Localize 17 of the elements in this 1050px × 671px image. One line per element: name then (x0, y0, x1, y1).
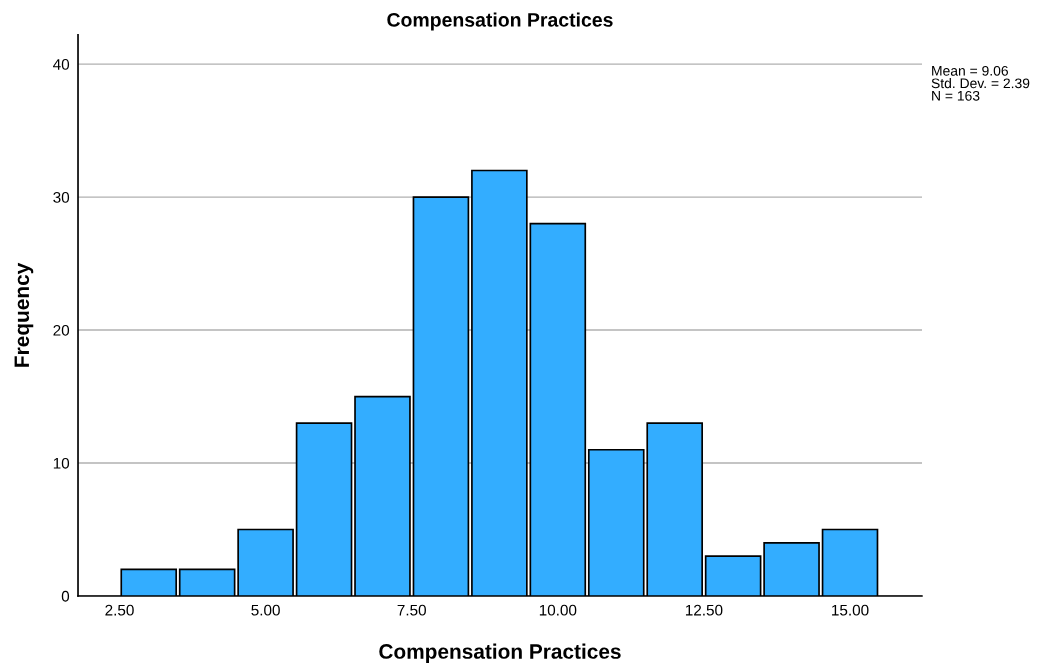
x-tick-label: 7.50 (397, 604, 426, 616)
x-tick-label: 2.50 (105, 604, 134, 616)
y-tick-label: 10 (53, 457, 70, 469)
x-tick-label: 12.50 (685, 604, 723, 616)
x-axis-title: Compensation Practices (379, 643, 621, 663)
text: Std. Dev. = 2.39 (931, 78, 1030, 89)
y-tick-label: 30 (53, 191, 70, 203)
text: N = 163 (932, 90, 980, 101)
text: Mean = 9.06 (932, 65, 1008, 76)
y-tick-label: 40 (53, 59, 70, 70)
y-axis-title: Frequency (14, 262, 34, 367)
x-tick-label: 15.00 (832, 604, 869, 616)
chart-title: Compensation Practices (387, 12, 613, 31)
y-tick-label: 20 (53, 324, 70, 336)
x-tick-label: 10.00 (539, 604, 577, 616)
x-tick-label: 5.00 (251, 604, 280, 616)
y-tick-label: 0 (61, 590, 70, 602)
